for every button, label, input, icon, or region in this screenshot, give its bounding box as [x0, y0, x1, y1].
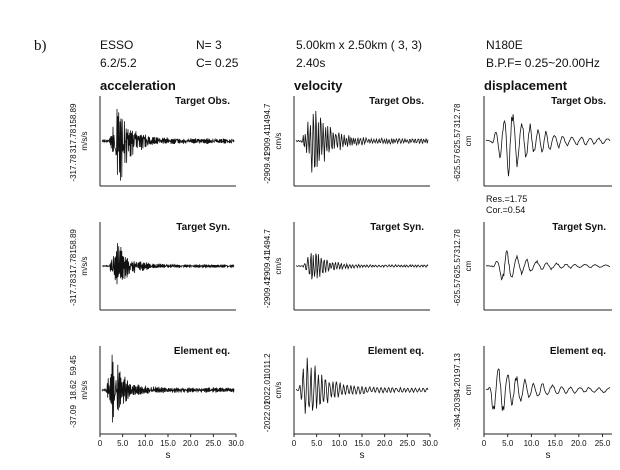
- y-max-label: 158.89: [69, 229, 78, 254]
- y-unit-label: m/s/s: [80, 256, 89, 275]
- rise-time: 2.40s: [296, 56, 326, 70]
- trace-label: Target Obs.: [175, 96, 230, 107]
- x-tick-label: 0: [98, 439, 103, 448]
- x-tick-label: 20.0: [571, 439, 587, 448]
- x-tick-label: 5.0: [117, 439, 129, 448]
- y-min-label: -317.78: [69, 278, 78, 306]
- y-min-label: -2909.41: [263, 276, 272, 308]
- y-max-label: 312.78: [453, 229, 462, 254]
- waveform-trace: [485, 368, 611, 411]
- grid-size: 5.00km x 2.50km ( 3, 3): [296, 38, 423, 52]
- y-min-label: -394.20: [453, 402, 462, 430]
- waveform-trace: [101, 354, 235, 423]
- y-max-label: 158.89: [69, 103, 78, 128]
- waveform-trace: [102, 242, 235, 285]
- y-mid-label: 2022.01: [263, 375, 272, 404]
- waveform-trace: [295, 110, 429, 173]
- y-mid-label: 625.57: [453, 128, 462, 153]
- y-unit-label: cm: [464, 135, 473, 146]
- y-mid-label: 18.62: [69, 379, 78, 400]
- x-tick-label: 20.0: [377, 439, 393, 448]
- y-unit-label: cm/s: [274, 133, 283, 150]
- y-unit-label: cm: [464, 384, 473, 395]
- y-max-label: 59.45: [69, 355, 78, 376]
- x-tick-label: 5.0: [502, 439, 514, 448]
- y-unit-label: cm: [464, 260, 473, 271]
- y-max-label: 312.78: [453, 103, 462, 128]
- panel-label: b): [34, 38, 47, 54]
- quantity-title: acceleration: [100, 78, 176, 93]
- quantity-title: displacement: [484, 78, 568, 93]
- waveform-trace: [101, 108, 235, 181]
- x-tick-label: 15.0: [547, 439, 563, 448]
- trace-label: Target Syn.: [370, 222, 424, 233]
- trace-label: Element eq.: [550, 346, 606, 357]
- trace-label: Target Syn.: [552, 222, 606, 233]
- x-tick-label: 10.0: [332, 439, 348, 448]
- fit-correlation: Cor.=0.54: [486, 205, 525, 215]
- x-axis-label: s: [166, 450, 171, 461]
- component: N180E: [486, 38, 523, 52]
- x-tick-label: 15.0: [160, 439, 176, 448]
- x-tick-label: 25.0: [595, 439, 611, 448]
- y-min-label: -2022.01: [263, 400, 272, 432]
- y-mid-label: 2909.41: [263, 126, 272, 155]
- x-tick-label: 0: [292, 439, 297, 448]
- y-mid-label: 2909.41: [263, 251, 272, 280]
- x-axis-label: s: [360, 450, 365, 461]
- x-tick-label: 15.0: [354, 439, 370, 448]
- fit-residual: Res.=1.75: [486, 194, 527, 204]
- y-unit-label: m/s/s: [80, 380, 89, 399]
- y-unit-label: cm/s: [274, 382, 283, 399]
- x-tick-label: 0: [482, 439, 487, 448]
- x-tick-label: 30.0: [228, 439, 244, 448]
- waveform-trace: [295, 253, 429, 280]
- y-mid-label: 317.78: [69, 253, 78, 278]
- waveform-trace: [295, 357, 429, 414]
- magnitude: 6.2/5.2: [100, 56, 137, 70]
- waveform-trace: [485, 114, 611, 177]
- x-axis-label: s: [546, 450, 551, 461]
- waveform-trace: [486, 249, 611, 281]
- y-min-label: -37.09: [69, 405, 78, 428]
- x-tick-label: 30.0: [422, 439, 438, 448]
- band-pass-filter: B.P.F= 0.25~20.00Hz: [486, 56, 600, 70]
- x-tick-label: 5.0: [311, 439, 323, 448]
- y-unit-label: m/s/s: [80, 131, 89, 150]
- x-tick-label: 10.0: [138, 439, 154, 448]
- station-name: ESSO: [100, 38, 134, 52]
- x-tick-label: 10.0: [524, 439, 540, 448]
- n-value: N= 3: [196, 38, 222, 52]
- x-tick-label: 20.0: [183, 439, 199, 448]
- y-max-label: 197.13: [453, 353, 462, 378]
- quantity-title: velocity: [294, 78, 343, 93]
- y-max-label: 1494.7: [263, 229, 272, 254]
- y-max-label: 1494.7: [263, 103, 272, 128]
- y-min-label: -317.78: [69, 154, 78, 182]
- trace-label: Target Obs.: [551, 96, 606, 107]
- y-mid-label: 317.78: [69, 128, 78, 153]
- y-unit-label: cm/s: [274, 258, 283, 275]
- c-value: C= 0.25: [196, 56, 239, 70]
- x-tick-label: 25.0: [400, 439, 416, 448]
- trace-label: Target Syn.: [176, 222, 230, 233]
- y-max-label: 1011.2: [263, 353, 272, 377]
- trace-label: Element eq.: [368, 346, 424, 357]
- y-min-label: -625.57: [453, 278, 462, 306]
- y-min-label: -2909.41: [263, 152, 272, 184]
- y-mid-label: 625.57: [453, 253, 462, 278]
- trace-label: Element eq.: [174, 346, 230, 357]
- x-tick-label: 25.0: [206, 439, 222, 448]
- trace-label: Target Obs.: [369, 96, 424, 107]
- y-min-label: -625.57: [453, 154, 462, 182]
- y-mid-label: 394.20: [453, 377, 462, 402]
